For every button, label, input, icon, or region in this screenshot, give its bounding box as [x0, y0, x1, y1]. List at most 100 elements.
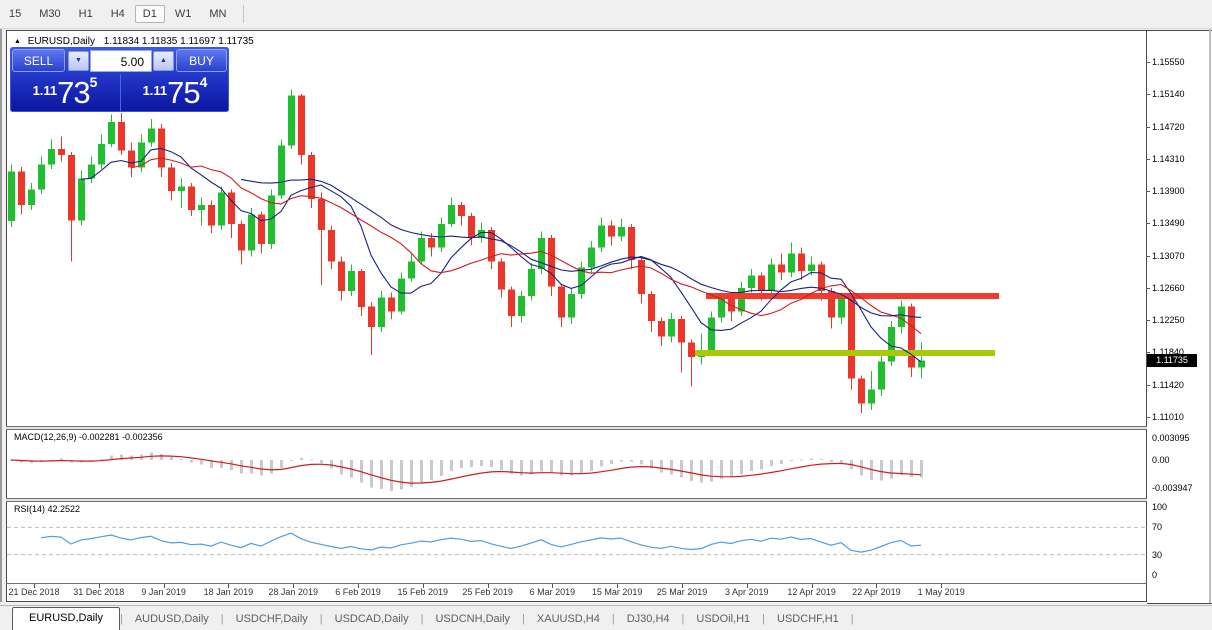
date-axis-label: 1 May 2019	[917, 587, 965, 597]
date-axis-tick	[552, 584, 554, 588]
price-axis-label: 1.13070	[1152, 250, 1185, 261]
sell-price-display[interactable]: 1.11735	[11, 74, 119, 111]
price-axis-column	[1147, 30, 1212, 604]
sell-price-big: 73	[57, 75, 90, 110]
symbol-tab-usdchf-h1[interactable]: USDCHF,H1	[777, 613, 839, 625]
rsi-axis-label: 30	[1152, 549, 1163, 560]
buy-price-sup: 4	[199, 74, 208, 90]
price-axis-tick	[1146, 126, 1150, 128]
symbol-tab-usdcad-daily[interactable]: USDCAD,Daily	[334, 613, 409, 625]
price-chart-canvas[interactable]	[7, 33, 1146, 426]
price-axis-tick	[1146, 384, 1150, 386]
macd-axis-label: 0.003095	[1152, 432, 1190, 443]
timeframe-toolbar: 15 M30 H1 H4 D1 W1 MN	[0, 0, 1212, 29]
price-axis-tick	[1146, 320, 1150, 322]
rsi-label: RSI(14) 42.2522	[14, 504, 81, 514]
tab-separator: |	[319, 613, 323, 625]
symbol-tab-usdoil-h1[interactable]: USDOil,H1	[696, 613, 751, 625]
price-axis-tick	[1146, 416, 1150, 418]
buy-price-prefix: 1.11	[142, 83, 168, 98]
price-axis-label: 1.11010	[1152, 411, 1184, 422]
price-axis-label: 1.11420	[1152, 379, 1184, 390]
chart-symbol-period: EURUSD,Daily	[27, 36, 95, 47]
sell-button[interactable]: SELL	[12, 49, 65, 72]
tab-separator: |	[681, 613, 685, 625]
chart-title: ▲ EURUSD,Daily 1.11834 1.11835 1.11697 1…	[14, 36, 254, 47]
date-axis-label: 15 Feb 2019	[397, 587, 449, 597]
price-axis-label: 1.12660	[1152, 282, 1185, 293]
price-axis-label: 1.14310	[1152, 153, 1185, 164]
symbol-arrow-icon: ▲	[14, 38, 21, 45]
volume-input[interactable]: 5.00	[90, 50, 152, 72]
timeframe-button-M30[interactable]: M30	[39, 8, 61, 20]
price-axis-tick	[1146, 223, 1150, 225]
timeframe-button-H1[interactable]: H1	[78, 8, 93, 20]
date-axis-tick	[746, 584, 748, 588]
window-left-gutter	[0, 29, 8, 602]
rsi-pane-splitter[interactable]	[6, 498, 1147, 502]
macd-pane-splitter[interactable]	[6, 426, 1147, 430]
date-axis-label: 25 Mar 2019	[656, 587, 708, 597]
date-axis-tick	[487, 584, 489, 588]
buy-price-display[interactable]: 1.11754	[120, 74, 229, 111]
volume-increase-button[interactable]: ▲	[153, 51, 174, 71]
price-axis-label: 1.14720	[1152, 121, 1185, 132]
timeframe-button-15[interactable]: 15	[9, 8, 22, 20]
tab-separator: |	[420, 613, 424, 625]
date-axis-label: 25 Feb 2019	[462, 587, 513, 597]
sell-price-prefix: 1.11	[32, 83, 58, 98]
price-axis-label: 1.15550	[1152, 57, 1185, 67]
window-right-edge	[1209, 29, 1211, 603]
date-axis-tick	[228, 584, 230, 588]
date-axis-tick	[163, 584, 165, 588]
date-axis-tick	[34, 584, 35, 588]
date-axis-tick	[876, 584, 878, 588]
chart-window[interactable]	[6, 30, 1147, 602]
price-axis-tick	[1146, 158, 1150, 160]
price-axis-label: 1.12250	[1152, 315, 1185, 326]
buy-price-big: 75	[167, 75, 200, 110]
date-axis-label: 22 Apr 2019	[852, 587, 901, 597]
price-axis-label: 1.15140	[1152, 89, 1185, 100]
date-axis-label: 3 Apr 2019	[725, 587, 769, 597]
macd-indicator-canvas[interactable]	[7, 429, 1146, 497]
timeframe-button-H4[interactable]: H4	[110, 8, 125, 20]
symbol-tab-usdcnh-daily[interactable]: USDCNH,Daily	[435, 613, 511, 625]
timeframe-button-W1[interactable]: W1	[174, 8, 192, 20]
buy-button[interactable]: BUY	[176, 49, 227, 72]
date-axis-tick	[941, 584, 943, 588]
price-axis-tick	[1146, 191, 1150, 192]
volume-decrease-button[interactable]: ▼	[68, 51, 89, 71]
symbol-tab-eurusd-daily[interactable]: EURUSD,Daily	[12, 607, 120, 630]
rsi-indicator-canvas[interactable]	[7, 501, 1146, 583]
date-axis-tick	[98, 584, 100, 588]
price-axis-tick	[1146, 255, 1150, 257]
symbol-tab-xauusd-h4[interactable]: XAUUSD,H4	[536, 613, 600, 625]
date-axis-label: 28 Jan 2019	[268, 587, 318, 597]
price-axis-label: 1.13900	[1152, 186, 1185, 196]
tab-separator: |	[850, 613, 854, 625]
chart-ohlc-quote: 1.11834 1.11835 1.11697 1.11735	[103, 36, 254, 47]
price-axis-label: 1.13490	[1152, 218, 1185, 229]
date-axis-tick	[293, 584, 295, 588]
tab-separator: |	[522, 613, 525, 625]
symbol-tab-usdchf-daily[interactable]: USDCHF,Daily	[235, 613, 308, 625]
date-axis-tick	[617, 584, 619, 588]
date-axis-tick	[682, 584, 683, 588]
price-axis-tick	[1146, 94, 1150, 96]
sell-price-sup: 5	[89, 74, 98, 90]
timeframe-button-MN[interactable]: MN	[209, 8, 227, 20]
date-axis-label: 15 Mar 2019	[591, 587, 643, 597]
date-axis-label: 6 Mar 2019	[529, 587, 576, 597]
symbol-tab-audusd-daily[interactable]: AUDUSD,Daily	[134, 613, 209, 625]
date-axis-label: 21 Dec 2018	[8, 587, 60, 597]
price-axis-tick	[1146, 62, 1150, 63]
macd-axis-label: -0.003947	[1152, 483, 1193, 494]
symbol-tab-dj30-h4[interactable]: DJ30,H4	[626, 613, 670, 625]
current-price-tag: 1.11735	[1147, 354, 1197, 367]
timeframe-button-D1[interactable]: D1	[134, 5, 165, 23]
date-axis-label: 18 Jan 2019	[203, 587, 254, 597]
tab-separator: |	[762, 613, 766, 625]
date-axis-label: 6 Feb 2019	[335, 587, 381, 597]
